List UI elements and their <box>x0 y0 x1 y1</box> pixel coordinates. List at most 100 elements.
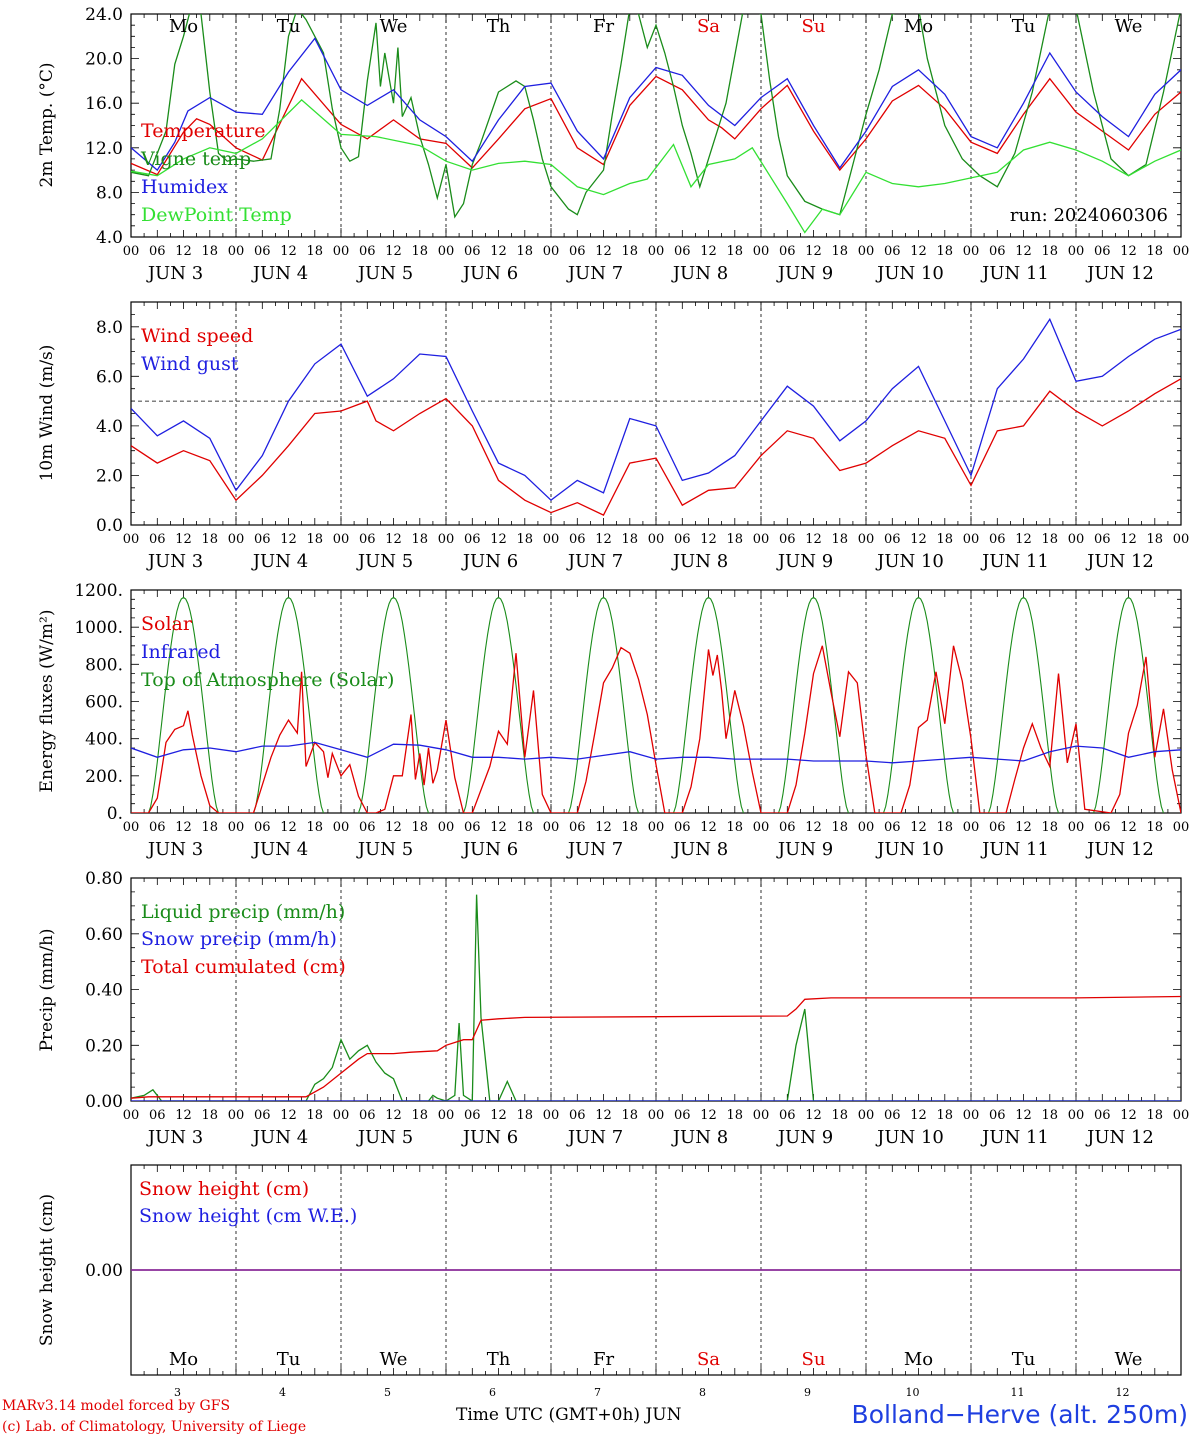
date-label: JUN 9 <box>776 1127 833 1148</box>
y-axis-label: Precip (mm/h) <box>37 928 57 1051</box>
hour-label: 18 <box>936 820 953 835</box>
hour-label: 06 <box>989 1108 1006 1123</box>
hour-label: 06 <box>779 820 796 835</box>
date-label: JUN 5 <box>356 1127 413 1148</box>
hour-label: 18 <box>726 532 743 547</box>
hour-label: 06 <box>464 244 481 259</box>
y-tick-label: 1200. <box>74 581 123 601</box>
hour-label: 18 <box>621 244 638 259</box>
hour-label: 00 <box>753 1108 770 1123</box>
day-name: Su <box>802 16 826 37</box>
hour-label: 18 <box>516 244 533 259</box>
y-tick-label: 0.80 <box>85 869 123 889</box>
day-name: Mo <box>169 16 198 37</box>
hour-label: 06 <box>1094 532 1111 547</box>
plot-area <box>131 596 1181 813</box>
hour-label: 18 <box>726 820 743 835</box>
hour-label: 12 <box>385 244 402 259</box>
hour-label: 00 <box>858 820 875 835</box>
day-name: Sa <box>697 16 720 37</box>
day-number: 3 <box>174 1386 181 1399</box>
hour-label: 00 <box>963 820 980 835</box>
y-tick-label: 4.0 <box>96 228 123 248</box>
hour-label: 06 <box>359 1108 376 1123</box>
hour-label: 18 <box>621 820 638 835</box>
date-label: JUN 8 <box>671 263 728 284</box>
hour-label: 00 <box>858 1108 875 1123</box>
hour-label: 12 <box>385 532 402 547</box>
series-line <box>131 378 1181 516</box>
hour-label: 06 <box>884 244 901 259</box>
y-tick-label: 12.0 <box>85 139 123 159</box>
date-label: JUN 11 <box>980 839 1049 860</box>
legend-entry: Snow precip (mm/h) <box>141 928 337 950</box>
hour-label: 00 <box>648 820 665 835</box>
series-line <box>131 75 1181 176</box>
day-name: We <box>1115 1349 1143 1370</box>
hour-label: 18 <box>1041 820 1058 835</box>
hour-label: 00 <box>858 532 875 547</box>
hour-label: 00 <box>1068 820 1085 835</box>
date-label: JUN 11 <box>980 1127 1049 1148</box>
hour-label: 00 <box>228 1108 245 1123</box>
hour-label: 12 <box>385 1108 402 1123</box>
y-axis-label: 2m Temp. (°C) <box>37 62 57 187</box>
hour-label: 12 <box>1015 532 1032 547</box>
hour-label: 12 <box>385 820 402 835</box>
date-label: JUN 9 <box>776 839 833 860</box>
date-label: JUN 11 <box>980 263 1049 284</box>
hour-label: 12 <box>700 244 717 259</box>
hour-label: 18 <box>1041 1108 1058 1123</box>
day-name: We <box>380 1349 408 1370</box>
hour-label: 06 <box>569 532 586 547</box>
day-name: Tu <box>1012 1349 1036 1370</box>
hour-label: 12 <box>1120 1108 1137 1123</box>
y-tick-label: 8.0 <box>96 318 123 338</box>
hour-label: 06 <box>464 532 481 547</box>
date-label: JUN 4 <box>251 551 308 572</box>
hour-label: 18 <box>411 1108 428 1123</box>
y-tick-label: 0.60 <box>85 925 123 945</box>
hour-label: 00 <box>753 532 770 547</box>
hour-label: 12 <box>805 532 822 547</box>
hour-label: 12 <box>175 1108 192 1123</box>
y-axis-label: Energy fluxes (W/m²) <box>37 610 57 793</box>
hour-label: 06 <box>149 1108 166 1123</box>
hour-label: 12 <box>280 820 297 835</box>
day-number: 7 <box>594 1386 601 1399</box>
hour-label: 18 <box>1041 532 1058 547</box>
hour-label: 00 <box>648 532 665 547</box>
hour-label: 18 <box>726 244 743 259</box>
hour-label: 00 <box>648 244 665 259</box>
hour-label: 06 <box>674 1108 691 1123</box>
date-label: JUN 3 <box>146 263 203 284</box>
legend-entry: Wind gust <box>141 353 239 375</box>
hour-label: 12 <box>1015 244 1032 259</box>
hour-label: 12 <box>805 244 822 259</box>
hour-label: 00 <box>1173 1108 1190 1123</box>
hour-label: 18 <box>411 532 428 547</box>
y-ticks <box>131 13 1181 238</box>
y-tick-label: 6.0 <box>96 367 123 387</box>
hour-label: 06 <box>254 1108 271 1123</box>
hour-label: 00 <box>1173 820 1190 835</box>
y-ticks <box>131 589 1181 814</box>
hour-label: 12 <box>490 532 507 547</box>
date-label: JUN 4 <box>251 839 308 860</box>
hour-label: 00 <box>228 532 245 547</box>
hour-label: 00 <box>753 244 770 259</box>
hour-label: 00 <box>543 244 560 259</box>
panel-3: 0. 200. 400. 600. 800. 1000. 1200. Energy fluxe… <box>37 581 1190 860</box>
series-line <box>131 894 1181 1101</box>
date-label: JUN 7 <box>566 551 623 572</box>
y-tick-label: 2.0 <box>96 466 123 486</box>
day-name: Th <box>487 16 511 37</box>
hour-label: 06 <box>884 1108 901 1123</box>
hour-label: 12 <box>280 532 297 547</box>
hour-label: 06 <box>1094 1108 1111 1123</box>
y-tick-label: 24.0 <box>85 5 123 25</box>
date-label: JUN 3 <box>146 839 203 860</box>
date-label: JUN 8 <box>671 839 728 860</box>
plot-area <box>131 14 1181 234</box>
